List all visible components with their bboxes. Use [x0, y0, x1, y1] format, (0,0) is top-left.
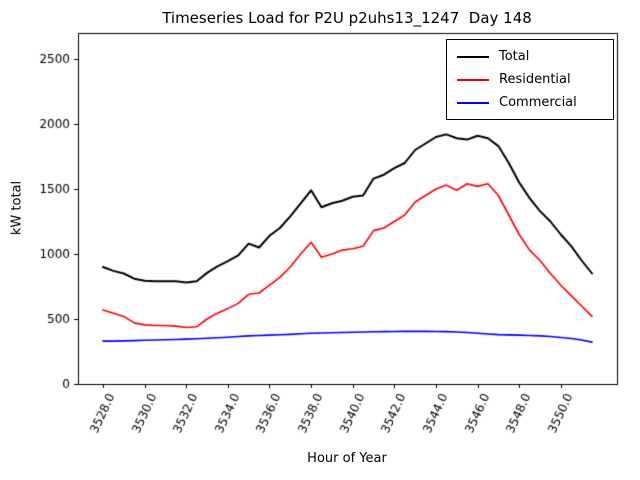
legend-item-residential: Residential — [457, 72, 603, 87]
legend: Total Residential Commercial — [446, 39, 614, 120]
legend-label-residential: Residential — [499, 72, 571, 87]
legend-line-commercial — [457, 101, 489, 104]
legend-item-commercial: Commercial — [457, 95, 603, 110]
legend-line-residential — [457, 78, 489, 81]
x-axis-label: Hour of Year — [307, 451, 387, 466]
legend-label-total: Total — [499, 49, 530, 64]
legend-line-total — [457, 55, 489, 58]
chart-title: Timeseries Load for P2U p2uhs13_1247 Day… — [162, 9, 532, 27]
legend-item-total: Total — [457, 49, 603, 64]
legend-label-commercial: Commercial — [499, 95, 577, 110]
y-axis-label: kW total — [9, 180, 25, 236]
